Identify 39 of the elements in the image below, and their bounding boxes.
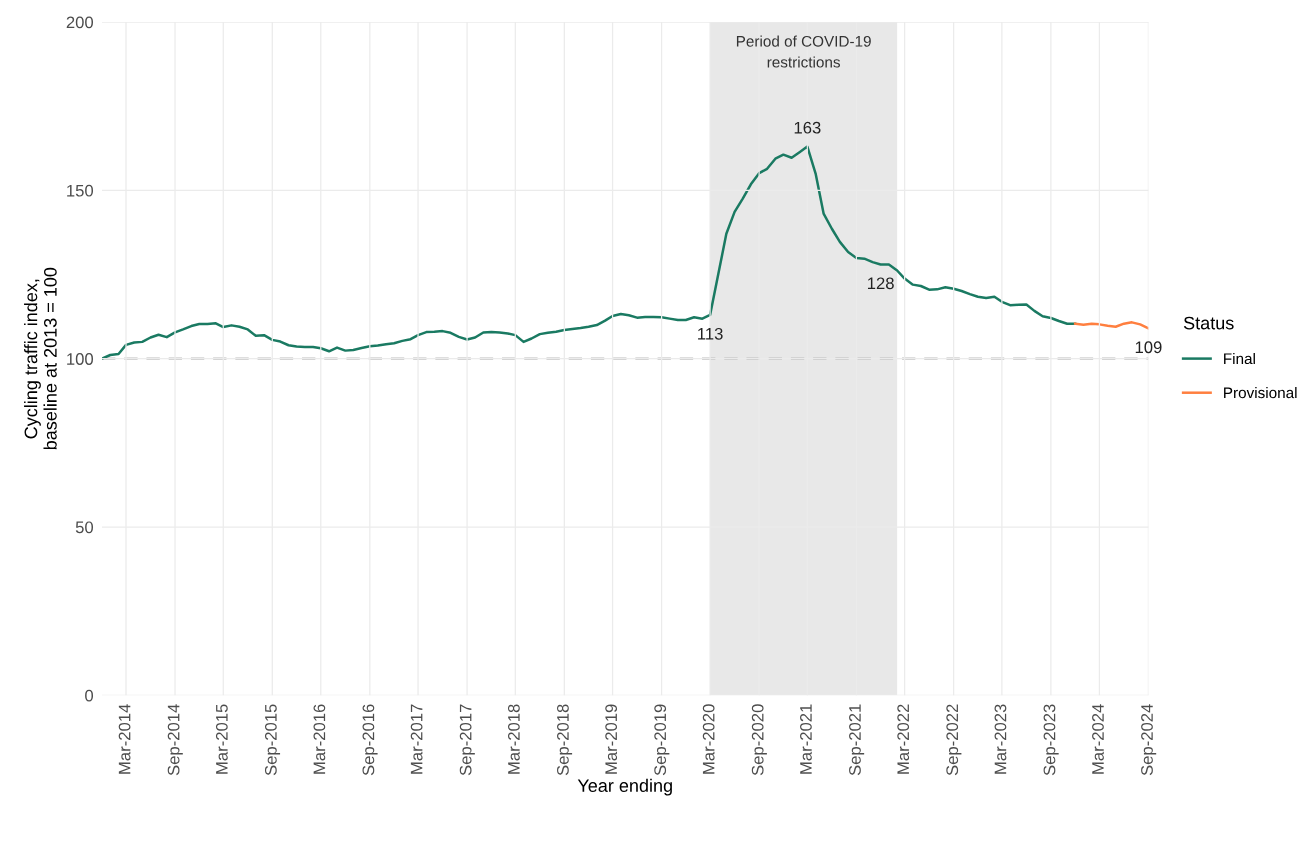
- x-tick-label: Mar-2016: [313, 704, 326, 774]
- annotation: 113: [698, 327, 723, 340]
- x-tick-label: Mar-2014: [118, 704, 131, 774]
- legend-label: Final: [1224, 352, 1255, 365]
- x-tick-label: Sep-2023: [1043, 704, 1059, 776]
- band-label: Period of COVID-19 restrictions: [736, 35, 871, 68]
- annotation: 109: [1135, 341, 1162, 354]
- x-tick-label: Sep-2014: [167, 704, 183, 776]
- x-tick-label: Sep-2019: [654, 704, 670, 776]
- x-tick-label: Sep-2018: [557, 704, 573, 776]
- x-tick-label: Sep-2022: [946, 704, 962, 776]
- x-tick-label: Sep-2020: [751, 704, 767, 776]
- x-tick-label: Sep-2016: [362, 704, 378, 776]
- x-tick-label: Sep-2021: [849, 704, 865, 776]
- y-tick-label: 150: [67, 184, 94, 197]
- y-axis-title: Cycling traffic index, baseline at 2013 = 100: [24, 267, 57, 450]
- y-tick-label: 100: [67, 353, 94, 365]
- x-tick-label: Mar-2017: [410, 704, 423, 774]
- y-tick-label: 0: [85, 689, 94, 702]
- x-tick-label: Mar-2022: [897, 704, 910, 774]
- x-tick-label: Mar-2021: [800, 704, 812, 774]
- x-tick-label: Sep-2015: [264, 704, 281, 776]
- x-tick-label: Sep-2017: [459, 704, 475, 776]
- annotation: 128: [868, 277, 894, 290]
- x-axis-title: Year ending: [577, 778, 672, 796]
- line-series: [102, 145, 1077, 360]
- x-tick-label: Mar-2024: [1092, 704, 1104, 774]
- legend-label: Provisional: [1224, 386, 1297, 399]
- legend-title: Status: [1183, 316, 1234, 330]
- y-tick-label: 200: [66, 16, 94, 29]
- line-series: [1073, 321, 1149, 330]
- annotation: 163: [794, 121, 821, 134]
- x-tick-label: Mar-2018: [507, 704, 520, 774]
- x-tick-label: Mar-2023: [994, 704, 1007, 774]
- x-tick-label: Mar-2015: [215, 704, 228, 774]
- y-tick-label: 50: [75, 521, 94, 534]
- x-tick-label: Mar-2020: [702, 704, 715, 774]
- x-tick-label: Mar-2019: [605, 704, 618, 774]
- x-tick-label: Sep-2024: [1141, 704, 1157, 776]
